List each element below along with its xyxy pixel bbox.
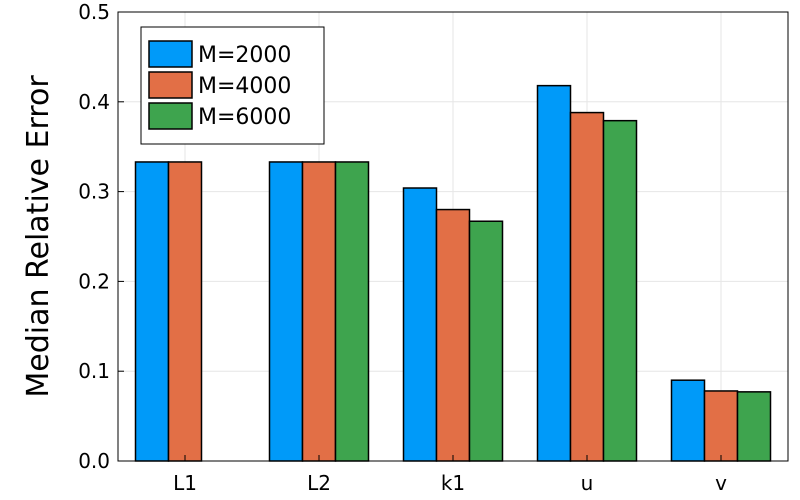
bar	[268, 161, 304, 462]
bar	[134, 161, 170, 462]
y-tick-label: 0.3	[78, 180, 110, 204]
bar	[536, 84, 572, 462]
x-tick-label: k1	[441, 471, 465, 495]
x-tick-label: v	[715, 471, 727, 495]
bar	[569, 111, 605, 462]
legend-swatch	[148, 71, 193, 99]
bar	[703, 390, 739, 462]
x-tick-label: L1	[173, 471, 197, 495]
legend-label: M=6000	[198, 105, 291, 130]
y-axis-title: Median Relative Error	[21, 75, 56, 398]
axis-ticks: 0.0 0.1 0.2 0.3 0.4 0.5 L1 L2 k1 u v	[78, 0, 727, 495]
y-tick-label: 0.0	[78, 449, 110, 473]
x-tick-label: L2	[307, 471, 331, 495]
y-tick-label: 0.4	[78, 90, 110, 114]
bar	[468, 220, 504, 462]
bar	[301, 161, 337, 462]
bars	[134, 84, 772, 462]
bar	[670, 379, 706, 462]
y-tick-label: 0.5	[78, 0, 110, 24]
legend: M=2000 M=4000 M=6000	[140, 26, 325, 145]
x-tick-label: u	[581, 471, 594, 495]
legend-swatch	[148, 40, 193, 68]
y-tick-label: 0.2	[78, 269, 110, 293]
legend-label: M=4000	[198, 74, 291, 99]
bar	[402, 187, 438, 462]
bar	[167, 161, 203, 462]
y-tick-label: 0.1	[78, 359, 110, 383]
legend-swatch	[148, 102, 193, 130]
bar	[435, 208, 471, 462]
bar	[736, 391, 772, 462]
bar	[334, 161, 370, 462]
bar	[602, 119, 638, 462]
legend-label: M=2000	[198, 43, 291, 68]
